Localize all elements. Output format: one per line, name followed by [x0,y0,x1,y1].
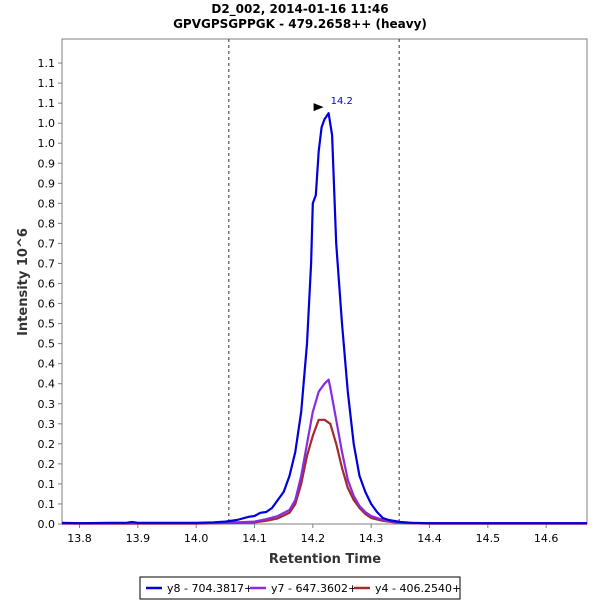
y-tick-label: 0.6 [38,298,56,311]
y-tick-label: 0.8 [38,217,56,230]
x-tick-label: 14.0 [184,532,209,545]
peak-marker-arrow [313,103,324,112]
y-tick-label: 0.2 [38,458,56,471]
x-tick-label: 13.9 [126,532,151,545]
x-axis-label: Retention Time [269,552,381,567]
x-tick-label: 14.4 [417,532,442,545]
y-tick-label: 0.8 [38,197,56,210]
y-tick-label: 0.4 [38,378,56,391]
y-tick-label: 0.1 [38,478,56,491]
y-tick-label: 1.0 [38,137,56,150]
y-tick-label: 1.0 [38,117,56,130]
y-tick-label: 0.3 [38,398,56,411]
legend: y8 - 704.3817+ y7 - 647.3602+ y4 - 406.254… [139,576,461,600]
series-line [61,112,587,525]
y-tick-label: 0.7 [38,237,56,250]
plot-frame [61,38,588,525]
x-tick-label: 14.2 [301,532,326,545]
y-axis-label: Intensity 10^6 [16,228,31,336]
y-tick-label: 0.2 [38,438,56,451]
legend-box [139,576,461,600]
y-tick-label: 1.1 [38,57,56,70]
peak-label: 14.2 [331,96,353,107]
plot-area: 0.0 0.1 0.1 0.2 0.2 0.3 0.3 0.4 0.4 0.5 0.5 0.6 0.6 0… [38,38,588,545]
legend-item-label: y4 - 406.2540+ [375,582,461,595]
y-tick-label: 1.1 [38,77,56,90]
legend-item-label: y8 - 704.3817+ [167,582,253,595]
y-tick-label: 0.5 [38,318,56,331]
y-tick-label: 0.7 [38,257,56,270]
legend-item-label: y7 - 647.3602+ [271,582,357,595]
y-tick-label: 0.3 [38,418,56,431]
y-tick-label: 0.6 [38,278,56,291]
x-tick-label: 14.6 [534,532,559,545]
series-line [62,378,587,525]
x-tick-label: 14.3 [359,532,384,545]
chart-title: D2_002, 2014-01-16 11:46 [211,2,388,17]
y-tick-label: 0.5 [38,338,56,351]
y-tick-label: 0.0 [38,518,56,531]
y-tick-label: 0.9 [38,157,56,170]
x-tick-label: 14.1 [242,532,267,545]
y-tick-label: 0.1 [38,498,56,511]
x-tick-label: 14.5 [476,532,501,545]
y-tick-label: 1.1 [38,97,56,110]
y-tick-label: 0.4 [38,358,56,371]
x-tick-label: 13.8 [67,532,92,545]
chart-subtitle: GPVGPSGPPGK - 479.2658++ (heavy) [173,17,427,31]
y-tick-label: 0.9 [38,177,56,190]
